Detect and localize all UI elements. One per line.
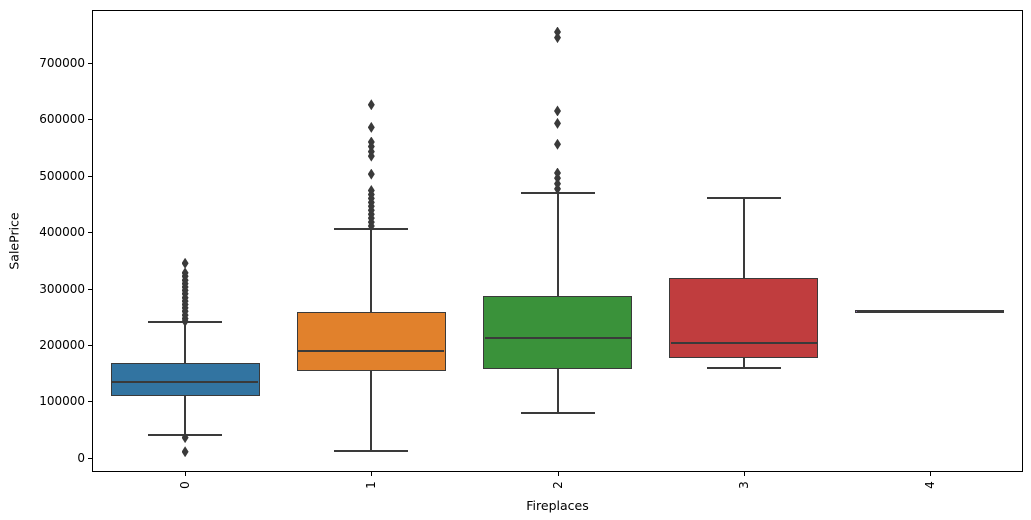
outlier-diamond [554, 183, 561, 195]
x-tick-label-text: 1 [364, 481, 379, 489]
x-tick-mark [929, 472, 931, 476]
outlier-diamond [181, 315, 189, 327]
outlier-diamond [554, 138, 561, 150]
whisker-upper [742, 197, 745, 280]
outlier-diamond [181, 432, 189, 444]
y-tick-label: 500000 [39, 168, 85, 183]
y-tick-mark [88, 175, 92, 177]
outlier-diamond [181, 446, 189, 458]
y-tick-label: 0 [77, 450, 85, 465]
whisker-lower [742, 356, 745, 368]
outlier-diamond [367, 168, 375, 180]
outlier-diamond [554, 105, 561, 117]
outlier-diamond [181, 257, 189, 269]
whisker-lower [184, 394, 187, 436]
box-category-1 [296, 311, 446, 371]
box-category-2 [483, 295, 632, 369]
y-tick-mark [88, 63, 92, 65]
y-tick-mark [88, 345, 92, 347]
median-line [112, 380, 259, 383]
outlier-diamond [367, 220, 375, 232]
x-tick-mark [743, 472, 745, 476]
y-tick-mark [88, 232, 92, 234]
whisker-cap-lower [706, 366, 781, 369]
y-tick-mark [88, 401, 92, 403]
y-tick-mark [88, 457, 92, 459]
median-line [298, 350, 445, 352]
y-tick-label: 600000 [39, 112, 85, 127]
y-tick-label: 700000 [39, 56, 85, 71]
outlier-diamond [367, 121, 375, 133]
x-tick-mark [557, 472, 559, 476]
y-tick-label: 200000 [39, 338, 85, 353]
whisker-lower [370, 369, 373, 451]
whisker-lower [556, 367, 559, 414]
x-axis-label: Fireplaces [526, 498, 589, 513]
x-tick-label-text: 4 [922, 481, 937, 489]
y-tick-mark [88, 288, 92, 290]
whisker-upper [556, 192, 559, 298]
outlier-diamond [554, 32, 561, 44]
median-line [484, 337, 631, 340]
outlier-diamond [554, 26, 561, 38]
y-axis-label-text: SalePrice [6, 212, 22, 270]
x-tick-label-text: 0 [178, 481, 193, 489]
outlier-diamond [367, 150, 375, 162]
x-tick-label-text: 3 [736, 481, 751, 489]
y-tick-label: 400000 [39, 225, 85, 240]
y-tick-label: 300000 [39, 281, 85, 296]
whisker-upper [184, 321, 187, 365]
whisker-cap-upper [706, 196, 781, 199]
outlier-diamond [554, 117, 561, 129]
outlier-diamond [554, 172, 561, 184]
whisker-cap-lower [520, 412, 595, 415]
whisker-cap-lower [334, 449, 409, 452]
x-tick-mark [371, 472, 373, 476]
outlier-diamond [367, 99, 375, 111]
y-tick-label: 100000 [39, 394, 85, 409]
box-category-0 [110, 363, 260, 396]
x-tick-mark [185, 472, 187, 476]
box-category-3 [669, 278, 819, 359]
y-tick-mark [88, 119, 92, 121]
median-line [670, 341, 817, 344]
whisker-upper [370, 228, 373, 314]
x-tick-label-text: 2 [550, 481, 565, 489]
median-line [856, 310, 1003, 313]
